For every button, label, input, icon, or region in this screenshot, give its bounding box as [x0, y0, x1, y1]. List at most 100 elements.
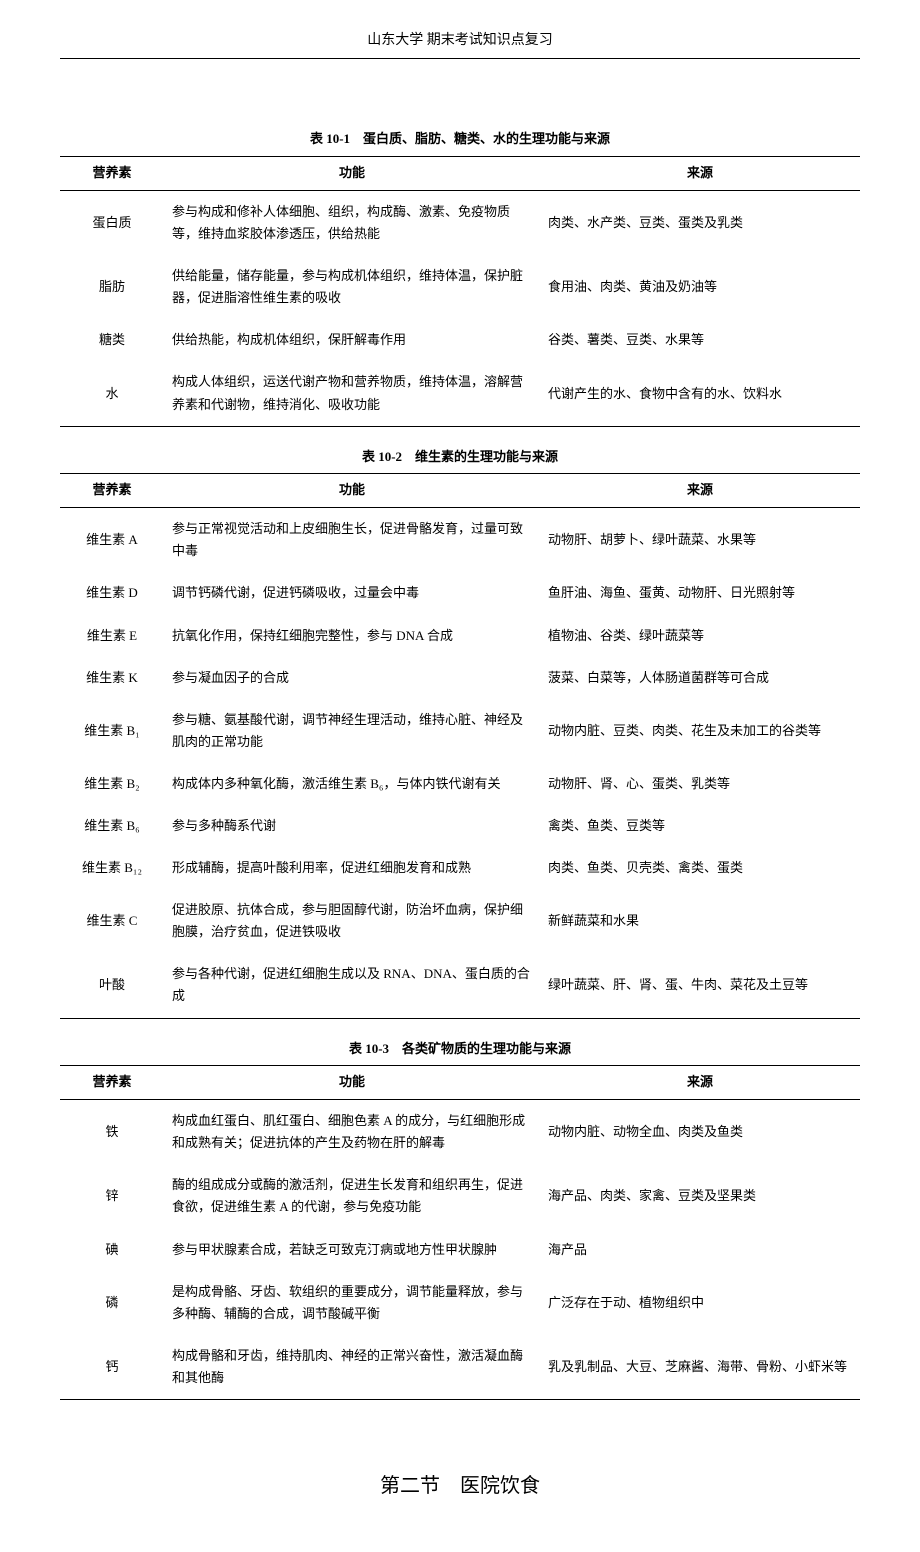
nutrient-cell: 维生素 K — [60, 657, 164, 699]
table-10-2-caption: 表 10-2 维生素的生理功能与来源 — [60, 447, 860, 468]
col-header-source: 来源 — [540, 157, 860, 191]
table-row: 蛋白质参与构成和修补人体细胞、组织，构成酶、激素、免疫物质等，维持血浆胶体渗透压… — [60, 190, 860, 255]
function-cell: 参与凝血因子的合成 — [164, 657, 540, 699]
nutrient-cell: 维生素 B₂ — [60, 763, 164, 805]
table-row: 磷是构成骨骼、牙齿、软组织的重要成分，调节能量释放，参与多种酶、辅酶的合成，调节… — [60, 1271, 860, 1335]
function-cell: 抗氧化作用，保持红细胞完整性，参与 DNA 合成 — [164, 615, 540, 657]
function-cell: 调节钙磷代谢，促进钙磷吸收，过量会中毒 — [164, 572, 540, 614]
function-cell: 参与甲状腺素合成，若缺乏可致克汀病或地方性甲状腺肿 — [164, 1229, 540, 1271]
table-row: 钙构成骨骼和牙齿，维持肌肉、神经的正常兴奋性，激活凝血酶和其他酶乳及乳制品、大豆… — [60, 1335, 860, 1400]
function-cell: 参与构成和修补人体细胞、组织，构成酶、激素、免疫物质等，维持血浆胶体渗透压，供给… — [164, 190, 540, 255]
function-cell: 供给热能，构成机体组织，保肝解毒作用 — [164, 319, 540, 361]
function-cell: 构成人体组织，运送代谢产物和营养物质，维持体温，溶解营养素和代谢物，维持消化、吸… — [164, 361, 540, 426]
table-row: 糖类供给热能，构成机体组织，保肝解毒作用谷类、薯类、豆类、水果等 — [60, 319, 860, 361]
source-cell: 菠菜、白菜等，人体肠道菌群等可合成 — [540, 657, 860, 699]
table-row: 碘参与甲状腺素合成，若缺乏可致克汀病或地方性甲状腺肿海产品 — [60, 1229, 860, 1271]
col-header-source: 来源 — [540, 1066, 860, 1100]
source-cell: 食用油、肉类、黄油及奶油等 — [540, 255, 860, 319]
nutrient-cell: 维生素 B₆ — [60, 805, 164, 847]
page-header: 山东大学 期末考试知识点复习 — [60, 30, 860, 59]
nutrient-cell: 钙 — [60, 1335, 164, 1400]
source-cell: 海产品、肉类、家禽、豆类及坚果类 — [540, 1164, 860, 1228]
table-header-row: 营养素 功能 来源 — [60, 1066, 860, 1100]
nutrient-cell: 糖类 — [60, 319, 164, 361]
col-header-function: 功能 — [164, 474, 540, 508]
table-row: 水构成人体组织，运送代谢产物和营养物质，维持体温，溶解营养素和代谢物，维持消化、… — [60, 361, 860, 426]
nutrient-cell: 锌 — [60, 1164, 164, 1228]
nutrient-cell: 磷 — [60, 1271, 164, 1335]
table-row: 叶酸参与各种代谢，促进红细胞生成以及 RNA、DNA、蛋白质的合成绿叶蔬菜、肝、… — [60, 953, 860, 1018]
source-cell: 海产品 — [540, 1229, 860, 1271]
source-cell: 肉类、鱼类、贝壳类、禽类、蛋类 — [540, 847, 860, 889]
table-row: 维生素 D调节钙磷代谢，促进钙磷吸收，过量会中毒鱼肝油、海鱼、蛋黄、动物肝、日光… — [60, 572, 860, 614]
nutrient-cell: 碘 — [60, 1229, 164, 1271]
table-row: 维生素 B₁参与糖、氨基酸代谢，调节神经生理活动，维持心脏、神经及肌肉的正常功能… — [60, 699, 860, 763]
source-cell: 肉类、水产类、豆类、蛋类及乳类 — [540, 190, 860, 255]
source-cell: 新鲜蔬菜和水果 — [540, 889, 860, 953]
nutrient-cell: 铁 — [60, 1100, 164, 1165]
col-header-function: 功能 — [164, 1066, 540, 1100]
function-cell: 形成辅酶，提高叶酸利用率，促进红细胞发育和成熟 — [164, 847, 540, 889]
col-header-function: 功能 — [164, 157, 540, 191]
source-cell: 植物油、谷类、绿叶蔬菜等 — [540, 615, 860, 657]
col-header-nutrient: 营养素 — [60, 157, 164, 191]
table-header-row: 营养素 功能 来源 — [60, 474, 860, 508]
col-header-nutrient: 营养素 — [60, 474, 164, 508]
source-cell: 广泛存在于动、植物组织中 — [540, 1271, 860, 1335]
function-cell: 构成体内多种氧化酶，激活维生素 B₆，与体内铁代谢有关 — [164, 763, 540, 805]
source-cell: 鱼肝油、海鱼、蛋黄、动物肝、日光照射等 — [540, 572, 860, 614]
source-cell: 乳及乳制品、大豆、芝麻酱、海带、骨粉、小虾米等 — [540, 1335, 860, 1400]
function-cell: 构成血红蛋白、肌红蛋白、细胞色素 A 的成分，与红细胞形成和成熟有关；促进抗体的… — [164, 1100, 540, 1165]
table-row: 维生素 E抗氧化作用，保持红细胞完整性，参与 DNA 合成植物油、谷类、绿叶蔬菜… — [60, 615, 860, 657]
source-cell: 代谢产生的水、食物中含有的水、饮料水 — [540, 361, 860, 426]
col-header-source: 来源 — [540, 474, 860, 508]
table-row: 铁构成血红蛋白、肌红蛋白、细胞色素 A 的成分，与红细胞形成和成熟有关；促进抗体… — [60, 1100, 860, 1165]
table-10-2: 营养素 功能 来源 维生素 A参与正常视觉活动和上皮细胞生长，促进骨骼发育，过量… — [60, 473, 860, 1018]
function-cell: 参与多种酶系代谢 — [164, 805, 540, 847]
table-row: 脂肪供给能量，储存能量，参与构成机体组织，维持体温，保护脏器，促进脂溶性维生素的… — [60, 255, 860, 319]
table-10-3-block: 表 10-3 各类矿物质的生理功能与来源 营养素 功能 来源 铁构成血红蛋白、肌… — [60, 1039, 860, 1400]
table-10-1: 营养素 功能 来源 蛋白质参与构成和修补人体细胞、组织，构成酶、激素、免疫物质等… — [60, 156, 860, 426]
table-10-1-caption: 表 10-1 蛋白质、脂肪、糖类、水的生理功能与来源 — [60, 129, 860, 150]
function-cell: 供给能量，储存能量，参与构成机体组织，维持体温，保护脏器，促进脂溶性维生素的吸收 — [164, 255, 540, 319]
source-cell: 动物内脏、豆类、肉类、花生及未加工的谷类等 — [540, 699, 860, 763]
nutrient-cell: 维生素 A — [60, 508, 164, 573]
table-10-2-block: 表 10-2 维生素的生理功能与来源 营养素 功能 来源 维生素 A参与正常视觉… — [60, 447, 860, 1019]
table-row: 维生素 A参与正常视觉活动和上皮细胞生长，促进骨骼发育，过量可致中毒动物肝、胡萝… — [60, 508, 860, 573]
table-row: 维生素 K参与凝血因子的合成菠菜、白菜等，人体肠道菌群等可合成 — [60, 657, 860, 699]
function-cell: 构成骨骼和牙齿，维持肌肉、神经的正常兴奋性，激活凝血酶和其他酶 — [164, 1335, 540, 1400]
function-cell: 参与糖、氨基酸代谢，调节神经生理活动，维持心脏、神经及肌肉的正常功能 — [164, 699, 540, 763]
table-10-1-block: 表 10-1 蛋白质、脂肪、糖类、水的生理功能与来源 营养素 功能 来源 蛋白质… — [60, 129, 860, 426]
nutrient-cell: 维生素 B₁ — [60, 699, 164, 763]
source-cell: 谷类、薯类、豆类、水果等 — [540, 319, 860, 361]
nutrient-cell: 维生素 D — [60, 572, 164, 614]
nutrient-cell: 水 — [60, 361, 164, 426]
source-cell: 禽类、鱼类、豆类等 — [540, 805, 860, 847]
function-cell: 是构成骨骼、牙齿、软组织的重要成分，调节能量释放，参与多种酶、辅酶的合成，调节酸… — [164, 1271, 540, 1335]
nutrient-cell: 脂肪 — [60, 255, 164, 319]
section-title: 第二节 医院饮食 — [60, 1470, 860, 1502]
document-page: 山东大学 期末考试知识点复习 表 10-1 蛋白质、脂肪、糖类、水的生理功能与来… — [0, 0, 920, 1552]
table-row: 维生素 B₆参与多种酶系代谢禽类、鱼类、豆类等 — [60, 805, 860, 847]
table-10-3: 营养素 功能 来源 铁构成血红蛋白、肌红蛋白、细胞色素 A 的成分，与红细胞形成… — [60, 1065, 860, 1400]
nutrient-cell: 维生素 C — [60, 889, 164, 953]
source-cell: 动物肝、胡萝卜、绿叶蔬菜、水果等 — [540, 508, 860, 573]
nutrient-cell: 维生素 E — [60, 615, 164, 657]
source-cell: 动物内脏、动物全血、肉类及鱼类 — [540, 1100, 860, 1165]
table-header-row: 营养素 功能 来源 — [60, 157, 860, 191]
nutrient-cell: 蛋白质 — [60, 190, 164, 255]
col-header-nutrient: 营养素 — [60, 1066, 164, 1100]
table-row: 锌酶的组成成分或酶的激活剂，促进生长发育和组织再生，促进食欲，促进维生素 A 的… — [60, 1164, 860, 1228]
table-row: 维生素 B₁₂形成辅酶，提高叶酸利用率，促进红细胞发育和成熟肉类、鱼类、贝壳类、… — [60, 847, 860, 889]
source-cell: 绿叶蔬菜、肝、肾、蛋、牛肉、菜花及土豆等 — [540, 953, 860, 1018]
function-cell: 酶的组成成分或酶的激活剂，促进生长发育和组织再生，促进食欲，促进维生素 A 的代… — [164, 1164, 540, 1228]
function-cell: 参与正常视觉活动和上皮细胞生长，促进骨骼发育，过量可致中毒 — [164, 508, 540, 573]
nutrient-cell: 维生素 B₁₂ — [60, 847, 164, 889]
table-10-3-caption: 表 10-3 各类矿物质的生理功能与来源 — [60, 1039, 860, 1060]
nutrient-cell: 叶酸 — [60, 953, 164, 1018]
table-row: 维生素 C促进胶原、抗体合成，参与胆固醇代谢，防治坏血病，保护细胞膜，治疗贫血，… — [60, 889, 860, 953]
table-row: 维生素 B₂构成体内多种氧化酶，激活维生素 B₆，与体内铁代谢有关动物肝、肾、心… — [60, 763, 860, 805]
source-cell: 动物肝、肾、心、蛋类、乳类等 — [540, 763, 860, 805]
function-cell: 参与各种代谢，促进红细胞生成以及 RNA、DNA、蛋白质的合成 — [164, 953, 540, 1018]
function-cell: 促进胶原、抗体合成，参与胆固醇代谢，防治坏血病，保护细胞膜，治疗贫血，促进铁吸收 — [164, 889, 540, 953]
